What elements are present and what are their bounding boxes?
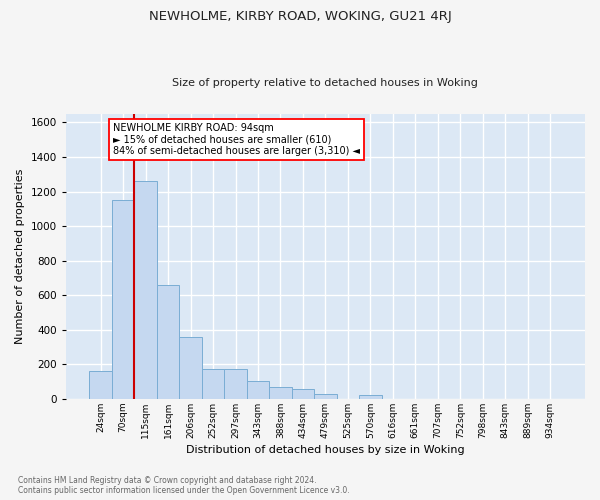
Bar xyxy=(247,381,269,399)
Y-axis label: Number of detached properties: Number of detached properties xyxy=(15,168,25,344)
Bar xyxy=(269,387,292,399)
Text: NEWHOLME KIRBY ROAD: 94sqm
► 15% of detached houses are smaller (610)
84% of sem: NEWHOLME KIRBY ROAD: 94sqm ► 15% of deta… xyxy=(113,123,360,156)
Bar xyxy=(89,372,112,399)
Bar xyxy=(314,394,337,399)
Bar xyxy=(179,336,202,399)
Bar xyxy=(224,368,247,399)
Text: NEWHOLME, KIRBY ROAD, WOKING, GU21 4RJ: NEWHOLME, KIRBY ROAD, WOKING, GU21 4RJ xyxy=(149,10,451,23)
Bar xyxy=(292,388,314,399)
Text: Contains HM Land Registry data © Crown copyright and database right 2024.
Contai: Contains HM Land Registry data © Crown c… xyxy=(18,476,350,495)
X-axis label: Distribution of detached houses by size in Woking: Distribution of detached houses by size … xyxy=(186,445,465,455)
Bar xyxy=(359,394,382,399)
Bar xyxy=(112,200,134,399)
Bar xyxy=(157,285,179,399)
Title: Size of property relative to detached houses in Woking: Size of property relative to detached ho… xyxy=(172,78,478,88)
Bar xyxy=(134,181,157,399)
Bar xyxy=(202,368,224,399)
